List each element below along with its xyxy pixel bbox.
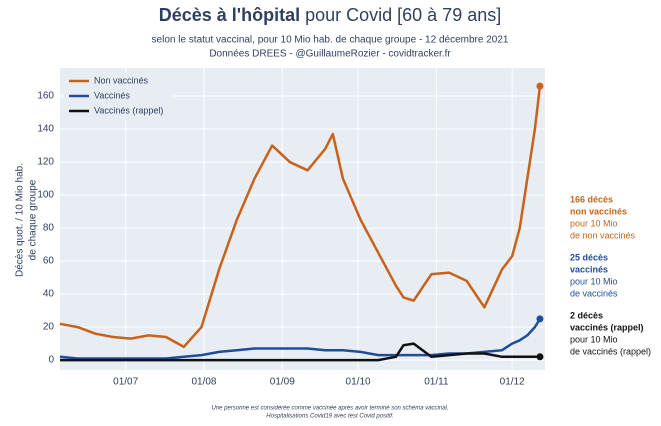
annotation-bold: 166 décès (570, 194, 613, 204)
y-axis-title: de chaque groupe (28, 179, 39, 260)
annotation-bold: vaccinés (rappel) (570, 322, 644, 332)
series-line (59, 318, 542, 360)
y-tick-label: 20 (43, 322, 55, 333)
y-tick-label: 0 (48, 355, 54, 366)
x-tick-label: 01/08 (191, 377, 216, 388)
end-marker (536, 353, 544, 361)
subtitle: Données DREES - @GuillaumeRozier - covid… (209, 49, 451, 60)
y-tick-label: 140 (37, 124, 54, 135)
x-tick-label: 01/12 (500, 377, 525, 388)
end-marker (536, 82, 544, 90)
annotation-text: de vaccinés (570, 288, 618, 298)
footnote: Hospitalisations Covid19 avec test Covid… (266, 414, 393, 420)
annotation-bold: 25 décès (570, 252, 608, 262)
annotation-text: pour 10 Mio (570, 218, 618, 228)
annotation-bold: vaccinés (570, 264, 608, 274)
legend-label[interactable]: Vaccinés (94, 90, 130, 100)
y-axis-title: Décès quot. / 10 Mio hab. (15, 163, 26, 277)
y-tick-label: 100 (37, 190, 54, 201)
y-tick-label: 60 (43, 256, 55, 267)
legend-label[interactable]: Vaccinés (rappel) (94, 105, 163, 115)
annotation-text: pour 10 Mio (570, 276, 618, 286)
annotation-text: de vaccinés (rappel) (570, 346, 651, 356)
y-tick-label: 120 (37, 157, 54, 168)
y-tick-label: 40 (43, 289, 55, 300)
y-tick-label: 80 (43, 223, 55, 234)
x-tick-label: 01/10 (346, 377, 371, 388)
title-bold: Décès à l'hôpital (159, 5, 300, 25)
title-rest: pour Covid [60 à 79 ans] (305, 5, 501, 25)
x-tick-label: 01/11 (424, 377, 449, 388)
y-tick-label: 160 (37, 91, 54, 102)
x-tick-label: 01/09 (270, 377, 295, 388)
annotation-text: pour 10 Mio (570, 334, 618, 344)
annotation-bold: non vaccinés (570, 206, 627, 216)
annotation-text: de non vaccinés (570, 230, 636, 240)
legend-label[interactable]: Non vaccinés (94, 75, 149, 85)
annotation-bold: 2 décès (570, 310, 603, 320)
chart-title: Décès à l'hôpital pour Covid [60 à 79 an… (159, 5, 501, 25)
end-marker (536, 315, 544, 323)
footnote: Une personne est considérée comme vaccin… (211, 406, 448, 412)
subtitle: selon le statut vaccinal, pour 10 Mio ha… (152, 35, 509, 46)
x-tick-label: 01/07 (113, 377, 138, 388)
series-line (60, 342, 540, 362)
series-line (59, 86, 542, 349)
